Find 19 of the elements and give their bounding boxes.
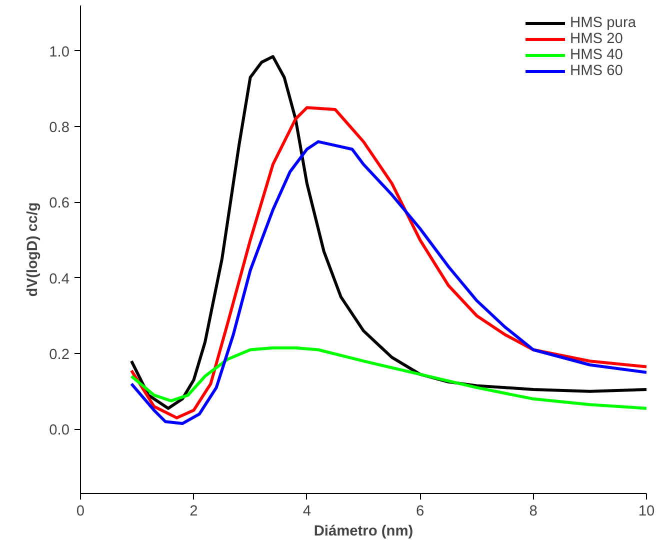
x-tick-label: 0 <box>76 504 85 520</box>
x-tick-label: 2 <box>190 504 198 520</box>
legend-label: HMS 40 <box>570 47 623 63</box>
line-series <box>130 346 646 410</box>
x-tick-label: 10 <box>638 504 655 520</box>
y-tick-label: 0.4 <box>49 271 70 288</box>
legend-label: HMS 60 <box>570 63 623 79</box>
y-tick-label: 1.0 <box>49 44 70 60</box>
y-tick-label: 0.8 <box>49 120 70 136</box>
x-tick-label: 6 <box>416 504 424 520</box>
y-axis-title: dV(logD) cc/g <box>25 202 42 297</box>
y-tick-label: 0.6 <box>49 196 70 212</box>
y-tick-label: 0.2 <box>49 347 70 364</box>
legend-label: HMS pura <box>570 15 636 31</box>
x-tick-label: 4 <box>302 504 311 520</box>
x-tick-label: 8 <box>529 504 538 520</box>
legend-label: HMS 20 <box>570 31 623 47</box>
x-axis-title: Diámetro (nm) <box>314 524 414 540</box>
y-tick-label: 0.0 <box>49 422 70 439</box>
